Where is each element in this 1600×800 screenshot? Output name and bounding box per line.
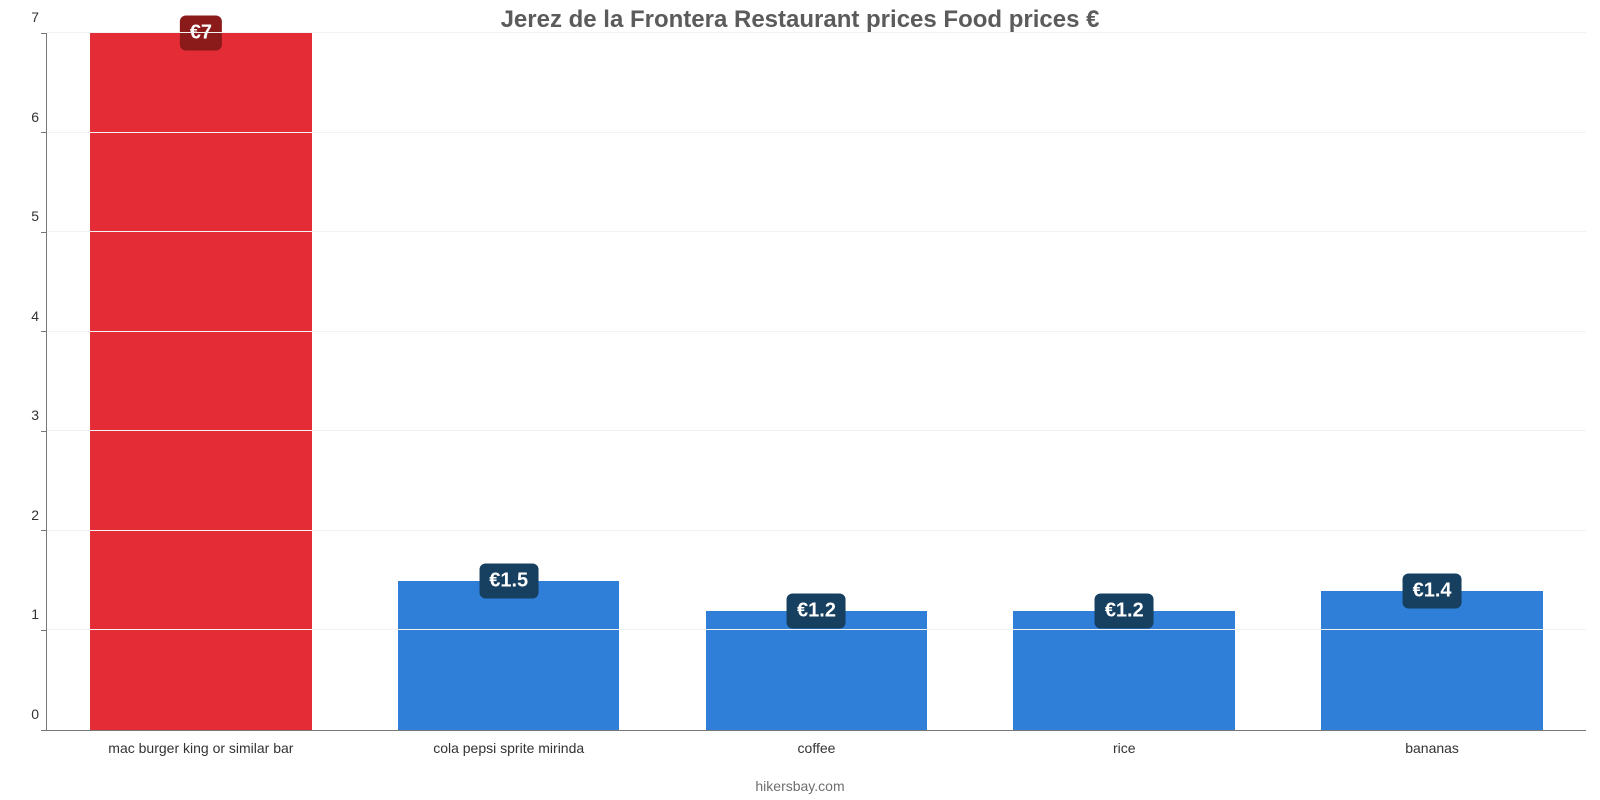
plot-area: €7mac burger king or similar bar€1.5cola…	[46, 33, 1586, 731]
y-tick-label: 6	[31, 109, 47, 125]
bar	[1013, 611, 1235, 730]
grid-line	[47, 331, 1586, 332]
bar-slot: €7mac burger king or similar bar	[47, 33, 355, 730]
y-tick-label: 4	[31, 308, 47, 324]
grid-line	[47, 530, 1586, 531]
y-tick-mark	[41, 232, 47, 233]
bar-slot: €1.2coffee	[663, 33, 971, 730]
x-axis-label: mac burger king or similar bar	[71, 740, 331, 756]
y-tick-label: 5	[31, 208, 47, 224]
attribution-text: hikersbay.com	[0, 778, 1600, 794]
bar-slot: €1.2rice	[970, 33, 1278, 730]
y-tick-mark	[41, 730, 47, 731]
bar	[1321, 591, 1543, 730]
bar-chart: Jerez de la Frontera Restaurant prices F…	[0, 0, 1600, 800]
x-axis-label: coffee	[686, 740, 946, 756]
grid-line	[47, 132, 1586, 133]
bar-slot: €1.4bananas	[1278, 33, 1586, 730]
y-tick-mark	[41, 431, 47, 432]
bar-slot: €1.5cola pepsi sprite mirinda	[355, 33, 663, 730]
bar	[398, 581, 620, 730]
y-tick-label: 1	[31, 606, 47, 622]
grid-line	[47, 32, 1586, 33]
y-tick-mark	[41, 33, 47, 34]
bars-container: €7mac burger king or similar bar€1.5cola…	[47, 33, 1586, 730]
bar	[706, 611, 928, 730]
x-axis-label: rice	[994, 740, 1254, 756]
y-tick-label: 2	[31, 507, 47, 523]
grid-line	[47, 629, 1586, 630]
bar-value-badge: €1.2	[1095, 593, 1154, 628]
y-tick-label: 0	[31, 706, 47, 722]
bar-value-badge: €7	[180, 16, 222, 51]
bar-value-badge: €1.4	[1403, 573, 1462, 608]
y-tick-mark	[41, 132, 47, 133]
chart-title: Jerez de la Frontera Restaurant prices F…	[0, 6, 1600, 34]
y-tick-mark	[41, 630, 47, 631]
y-tick-mark	[41, 530, 47, 531]
x-axis-label: bananas	[1302, 740, 1562, 756]
y-tick-label: 3	[31, 407, 47, 423]
bar-value-badge: €1.2	[787, 593, 846, 628]
x-axis-label: cola pepsi sprite mirinda	[379, 740, 639, 756]
y-tick-label: 7	[31, 9, 47, 25]
grid-line	[47, 231, 1586, 232]
grid-line	[47, 430, 1586, 431]
bar	[90, 33, 312, 730]
y-tick-mark	[41, 331, 47, 332]
bar-value-badge: €1.5	[479, 563, 538, 598]
